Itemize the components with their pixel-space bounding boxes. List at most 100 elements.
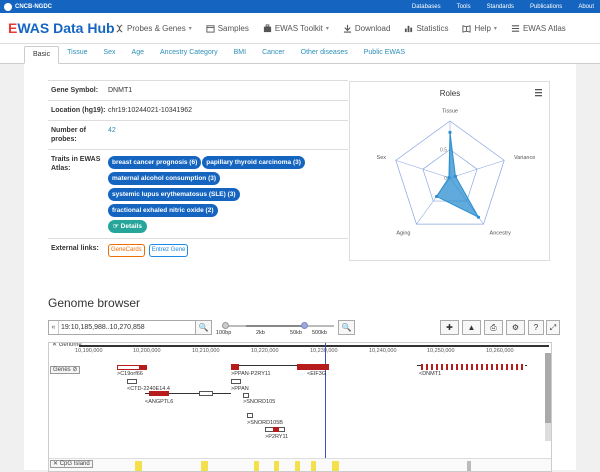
cpg-island-feature[interactable] — [332, 461, 339, 471]
top-bar: CNCB-NGDC Databases Tools Standards Publ… — [0, 0, 600, 13]
slider-label: 500kb — [312, 330, 327, 336]
genome-browser-title: Genome browser — [48, 296, 141, 310]
slider-handle-right[interactable] — [301, 322, 308, 329]
top-link-about[interactable]: About — [578, 3, 594, 10]
gene-label[interactable]: >PPAN-P2RY11 — [231, 371, 271, 377]
gene-feature[interactable] — [247, 413, 253, 418]
probes-row: Number of probes: 42 — [48, 120, 348, 149]
expand-icon: ⤢ — [549, 322, 557, 332]
cpg-island-feature[interactable] — [201, 461, 208, 471]
genes-track-label[interactable]: Genes ⊘ — [50, 366, 81, 374]
gene-feature[interactable] — [243, 393, 249, 398]
highlighter-icon: ▲ — [467, 323, 476, 332]
tab-public-ewas[interactable]: Public EWAS — [363, 49, 406, 56]
gene-symbol-value: DNMT1 — [108, 87, 133, 94]
gene-feature[interactable] — [303, 364, 329, 370]
toolbox-icon — [263, 24, 271, 33]
radar-axis-label: Aging — [396, 230, 410, 236]
tab-cancer[interactable]: Cancer — [262, 49, 285, 56]
main-nav: EWAS Data Hub Probes & Genes ▾ Samples EW… — [0, 13, 600, 44]
cpg-track-label[interactable]: ✕ CpG Island — [50, 460, 93, 468]
trait-badge[interactable]: fractional exhaled nitric oxide (2) — [108, 204, 218, 217]
tab-tissue[interactable]: Tissue — [67, 49, 88, 56]
track-area[interactable]: ✕ Genome 10,190,000 10,200,000 10,210,00… — [48, 342, 552, 472]
settings-button[interactable]: ⚙ — [506, 320, 525, 335]
trait-badge[interactable]: breast cancer prognosis (6) — [108, 156, 202, 169]
zoom-in-icon: 🔍 — [341, 323, 352, 332]
tab-basic[interactable]: Basic — [24, 46, 60, 64]
gene-label[interactable]: <CTD-2240E14.4 — [127, 386, 170, 392]
gene-label[interactable]: >PPAN — [231, 386, 249, 392]
nav-samples[interactable]: Samples — [206, 24, 249, 33]
gene-feature[interactable] — [231, 379, 241, 384]
gene-feature[interactable] — [145, 393, 231, 398]
ewas-logo[interactable]: EWAS Data Hub — [8, 20, 115, 36]
gene-label[interactable]: >SNORD105B — [247, 420, 283, 426]
highlight-button[interactable]: ▲ — [462, 320, 481, 335]
cpg-island-feature[interactable] — [135, 461, 142, 471]
tab-bmi[interactable]: BMI — [233, 49, 247, 56]
cpg-island-feature[interactable] — [274, 461, 279, 471]
radar-spoke — [395, 160, 451, 179]
nav-help[interactable]: Help ▾ — [462, 24, 497, 33]
tab-age[interactable]: Age — [131, 49, 145, 56]
gene-label[interactable]: <ANGPTL6 — [145, 399, 174, 405]
gene-label[interactable]: <DNMT1 — [419, 371, 442, 377]
add-track-button[interactable]: ✚ — [440, 320, 459, 335]
trait-badge[interactable]: papillary thyroid carcinoma (3) — [202, 156, 305, 169]
cncb-brand[interactable]: CNCB-NGDC — [4, 2, 52, 11]
help-button[interactable]: ? — [528, 320, 544, 335]
top-link-publications[interactable]: Publications — [529, 3, 563, 10]
zoom-out-button[interactable]: 🔍 — [195, 320, 212, 335]
cursor-line — [325, 343, 326, 471]
details-button[interactable]: ☞ Details — [108, 220, 147, 233]
tab-ancestry-category[interactable]: Ancestry Category — [160, 49, 218, 56]
zoom-slider[interactable]: 100bp 2kb 50kb 500kb — [216, 320, 340, 337]
radar-grid — [395, 120, 505, 225]
scrollbar-thumb[interactable] — [545, 353, 551, 423]
gene-label[interactable]: <EIF3G — [307, 371, 327, 377]
print-button[interactable]: ⎙ — [484, 320, 503, 335]
top-link-tools[interactable]: Tools — [456, 3, 471, 10]
nav-statistics[interactable]: Statistics — [404, 24, 448, 33]
genecards-link[interactable]: GeneCards — [108, 244, 145, 257]
slider-label: 50kb — [290, 330, 302, 336]
nav-download[interactable]: Download — [343, 24, 390, 33]
nav-ewas-atlas[interactable]: EWAS Atlas — [511, 24, 566, 33]
entrez-gene-link[interactable]: Entrez Gene — [148, 244, 189, 257]
trait-badge[interactable]: systemic lupus erythematosus (SLE) (3) — [108, 188, 240, 201]
hand-point-icon: ☞ — [113, 223, 121, 230]
cpg-island-feature[interactable] — [311, 461, 316, 471]
locus-input[interactable]: 19:10,185,988..10,270,858 — [61, 324, 145, 331]
expand-button[interactable]: ⤢ — [546, 320, 560, 335]
top-link-databases[interactable]: Databases — [411, 3, 441, 10]
gene-label[interactable]: >P2RY11 — [265, 434, 289, 440]
zoom-in-button[interactable]: 🔍 — [338, 320, 355, 335]
ruler-label: 10,260,000 — [486, 348, 514, 354]
cpg-island-feature[interactable] — [295, 461, 300, 471]
gene-feature[interactable] — [127, 379, 137, 384]
radar-axis-label: Ancestry — [490, 230, 512, 236]
hamburger-menu-icon[interactable] — [535, 89, 542, 97]
nav-probes-genes[interactable]: Probes & Genes ▾ — [115, 24, 192, 33]
radar-point — [448, 130, 452, 134]
radar-point — [476, 215, 481, 219]
cpg-island-feature[interactable] — [254, 461, 259, 471]
trait-badge[interactable]: maternal alcohol consumption (3) — [108, 172, 221, 185]
gene-feature[interactable] — [231, 365, 303, 370]
chevron-left-icon[interactable]: « — [49, 321, 59, 334]
cpg-island-feature[interactable] — [467, 461, 471, 471]
gene-info-table: Gene Symbol: DNMT1 Location (hg19): chr1… — [48, 80, 348, 262]
ruler-label: 10,200,000 — [133, 348, 161, 354]
nav-ewas-toolkit[interactable]: EWAS Toolkit ▾ — [263, 24, 329, 33]
tab-sex[interactable]: Sex — [103, 49, 116, 56]
track-scrollbar[interactable] — [545, 353, 551, 441]
slider-handle-left[interactable] — [222, 322, 229, 329]
zoom-out-icon: 🔍 — [198, 323, 209, 332]
tab-other-diseases[interactable]: Other diseases — [300, 49, 348, 56]
probes-count-link[interactable]: 42 — [108, 127, 116, 134]
gene-label[interactable]: >SNORD105 — [243, 399, 276, 405]
gene-label[interactable]: >C19orf66 — [117, 371, 143, 377]
gene-exon — [139, 365, 147, 370]
top-link-standards[interactable]: Standards — [486, 3, 514, 10]
